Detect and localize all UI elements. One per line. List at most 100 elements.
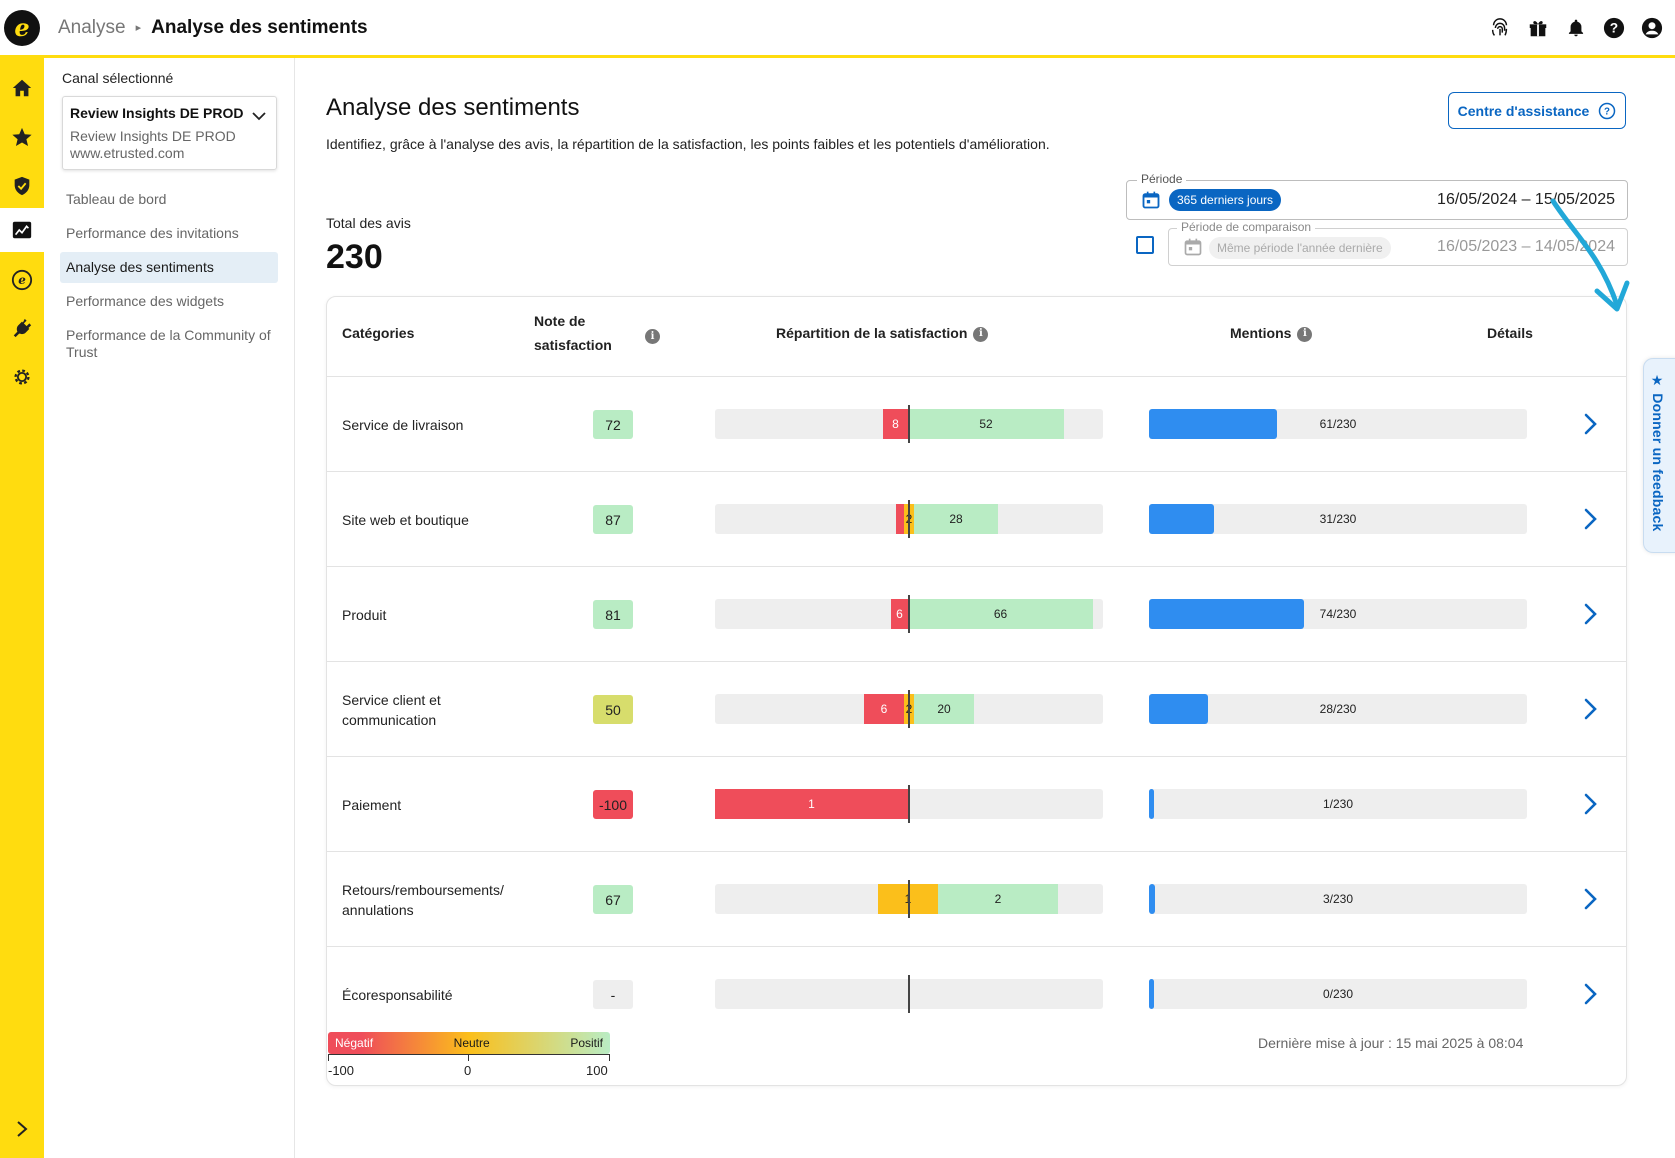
etrusted-icon[interactable]: e [0,258,44,302]
chevron-right-icon[interactable] [1577,506,1603,532]
help-center-button[interactable]: Centre d'assistance ? [1448,92,1626,129]
comparison-chip: Même période l'année dernière [1209,237,1391,259]
chevron-down-icon[interactable] [251,109,267,127]
account-icon[interactable] [1639,15,1665,41]
nav-item-invitations[interactable]: Performance des invitations [66,225,239,241]
satisfaction-score: 50 [593,695,633,724]
svg-text:?: ? [1604,106,1610,117]
mentions-bar: 0/230 [1149,979,1527,1009]
mentions-count: 61/230 [1319,417,1357,431]
satisfaction-bar: 228 [715,500,1103,538]
feedback-label: ★ Donner un feedback [1650,373,1666,532]
satisfaction-score: 81 [593,600,633,629]
mentions-fill [1149,979,1154,1009]
breadcrumb-parent[interactable]: Analyse [58,16,126,38]
legend-neutral: Neutre [453,1036,490,1050]
analytics-icon[interactable] [0,208,44,252]
satisfaction-score: 67 [593,885,633,914]
table-row[interactable]: Site web et boutique 87 228 31/230 [327,472,1626,567]
legend-gradient: Négatif Neutre Positif [328,1032,610,1054]
main-nav-rail: e [0,58,44,1158]
period-picker[interactable]: Période 365 derniers jours 16/05/2024 – … [1126,172,1628,220]
feedback-tab[interactable]: ★ Donner un feedback [1643,358,1675,553]
category-name: Service de livraison [342,416,464,433]
nav-item-widgets[interactable]: Performance des widgets [66,293,224,309]
calendar-icon [1141,190,1161,215]
mentions-count: 28/230 [1319,702,1357,716]
legend-max: 100 [586,1063,608,1078]
page-title: Analyse des sentiments [326,94,580,121]
last-updated: Dernière mise à jour : 15 mai 2025 à 08:… [1258,1035,1524,1051]
category-name: Service client et communication [342,691,441,728]
fingerprint-icon[interactable] [1487,15,1513,41]
mentions-count: 0/230 [1322,987,1354,1001]
mentions-count: 3/230 [1322,892,1354,906]
table-row[interactable]: Retours/remboursements/ annulations 67 12 3… [327,852,1626,947]
table-row[interactable]: Produit 81 6 66 74/230 [327,567,1626,662]
info-icon[interactable]: i [973,326,989,342]
mentions-fill [1149,599,1304,629]
nav-item-dashboard[interactable]: Tableau de bord [66,191,167,207]
breadcrumb-separator-icon: ▸ [135,22,142,34]
nav-item-community[interactable]: Performance de la Community of Trust [66,327,271,360]
channel-select[interactable]: Review Insights DE PROD Review Insights … [62,96,277,170]
channel-url: www.etrusted.com [70,145,185,161]
home-icon[interactable] [0,66,44,110]
chevron-right-icon[interactable] [1577,981,1603,1007]
channel-name: Review Insights DE PROD [70,128,236,144]
legend-positive: Positif [570,1036,603,1050]
table-row[interactable]: Service de livraison 72 8 52 61/230 [327,377,1626,472]
positive-segment[interactable]: 52 [908,409,1064,439]
table-row[interactable]: Écoresponsabilité - 0/230 [327,947,1626,1042]
negative-segment[interactable]: 6 [891,599,908,629]
chevron-right-icon[interactable] [1577,886,1603,912]
nav-item-sentiment[interactable]: Analyse des sentiments [60,252,278,283]
shield-icon[interactable] [0,164,44,208]
mentions-fill [1149,789,1154,819]
total-reviews-value: 230 [326,238,383,276]
category-name: Retours/remboursements/ annulations [342,881,504,918]
positive-segment[interactable]: 28 [914,504,998,534]
star-icon[interactable] [0,115,44,159]
table-row[interactable]: Paiement -100 1 1/230 [327,757,1626,852]
negative-segment[interactable]: 1 [715,789,908,819]
info-icon[interactable]: i [1297,326,1313,342]
category-name: Écoresponsabilité [342,986,453,1003]
positive-segment[interactable]: 2 [938,884,1058,914]
bell-icon[interactable] [1563,15,1589,41]
chevron-right-icon[interactable] [1577,601,1603,627]
legend-min: -100 [328,1063,355,1078]
negative-segment[interactable]: 8 [883,409,908,439]
chevron-right-icon[interactable] [1577,696,1603,722]
table-row[interactable]: Service client et communication 50 6220 28/… [327,662,1626,757]
chevron-right-icon[interactable] [0,1114,44,1144]
negative-segment[interactable] [896,504,904,534]
gift-icon[interactable] [1525,15,1551,41]
subnav-list: Tableau de bord Performance des invitati… [60,184,278,371]
channel-label: Canal sélectionné [62,70,174,86]
negative-segment[interactable]: 6 [864,694,904,724]
breadcrumb-current: Analyse des sentiments [151,16,368,38]
mentions-bar: 3/230 [1149,884,1527,914]
comparison-checkbox[interactable] [1136,236,1154,254]
zero-line [908,405,910,443]
chevron-right-icon[interactable] [1577,411,1603,437]
positive-segment[interactable]: 66 [908,599,1093,629]
header-categories: Catégories [342,325,415,341]
mentions-fill [1149,884,1155,914]
header-distribution: Répartition de la satisfaction i [776,321,989,345]
positive-segment[interactable]: 20 [914,694,974,724]
channel-title: Review Insights DE PROD [70,105,244,121]
comparison-dates: 16/05/2023 – 14/05/2024 [1437,238,1615,255]
chevron-right-icon[interactable] [1577,791,1603,817]
plug-icon[interactable] [0,306,44,350]
settings-icon[interactable] [0,355,44,399]
period-chip[interactable]: 365 derniers jours [1169,189,1282,211]
info-icon[interactable]: i [645,329,660,344]
comparison-label: Période de comparaison [1177,220,1316,234]
header-distribution-label: Répartition de la satisfaction [776,325,968,341]
help-icon[interactable]: ? [1601,15,1627,41]
etrusted-logo[interactable]: e [4,9,40,46]
category-name: Site web et boutique [342,511,469,528]
comparison-period-picker[interactable]: Période de comparaison Même période l'an… [1168,220,1628,266]
